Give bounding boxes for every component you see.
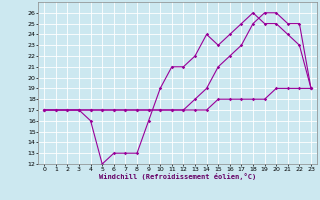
X-axis label: Windchill (Refroidissement éolien,°C): Windchill (Refroidissement éolien,°C) (99, 173, 256, 180)
